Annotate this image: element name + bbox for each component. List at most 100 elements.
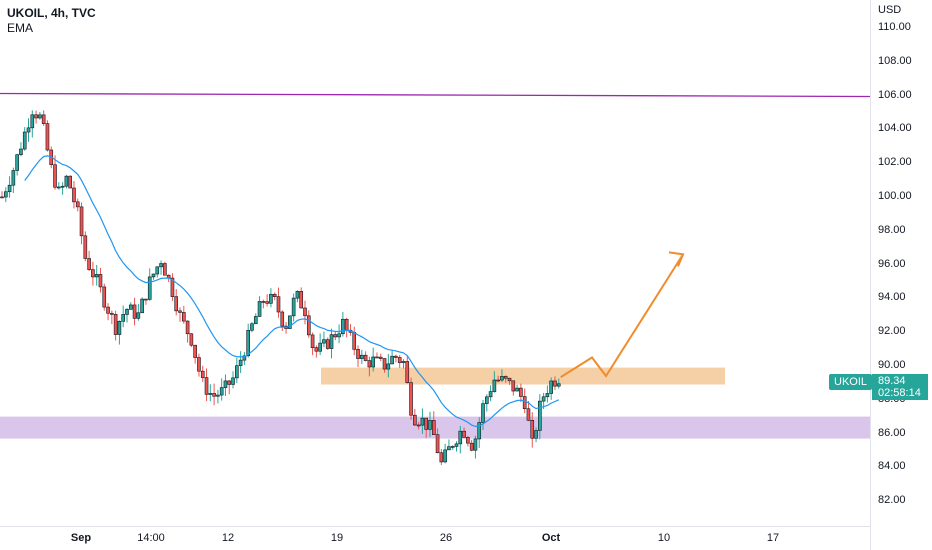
candle-down (178, 310, 182, 313)
candle-down (405, 361, 410, 383)
candle-down (503, 376, 508, 379)
candle-down (265, 301, 269, 304)
candle-up (147, 276, 152, 300)
candle-up (538, 400, 542, 431)
candle-up (322, 339, 326, 344)
candle-down (462, 430, 466, 438)
time-tick: Sep (70, 532, 92, 544)
candle-down (530, 420, 535, 439)
time-tick: 14:00 (137, 532, 165, 544)
candle-up (329, 334, 334, 349)
candle-up (60, 185, 65, 188)
candle-down (174, 296, 179, 312)
candle-down (280, 311, 285, 327)
candle-up (515, 387, 519, 392)
price-tick: 86.00 (878, 426, 906, 439)
candle-up (549, 380, 553, 394)
price-tick: 92.00 (878, 325, 906, 338)
symbol-badge: UKOIL (829, 374, 873, 390)
candle-up (159, 263, 163, 268)
candle-down (276, 296, 281, 313)
price-tick: 108.00 (878, 54, 912, 67)
candle-down (344, 318, 349, 331)
candle-up (492, 379, 497, 392)
candle-up (216, 394, 220, 397)
candle-down (431, 420, 436, 435)
price-tick: 82.00 (878, 494, 906, 507)
candle-down (200, 370, 205, 378)
candle-down (522, 396, 527, 410)
candle-up (420, 417, 425, 426)
candle-down (189, 333, 194, 346)
candle-down (53, 164, 57, 188)
candle-up (390, 355, 394, 365)
price-tick: 104.00 (878, 122, 912, 135)
candle-down (227, 380, 232, 385)
price-tick: 102.00 (878, 156, 912, 169)
candle-up (318, 342, 322, 352)
candle-down (375, 356, 379, 359)
candle-up (450, 446, 455, 448)
candle-up (30, 114, 35, 129)
ema-line (24, 155, 560, 428)
candle-down (466, 437, 470, 444)
candle-down (325, 339, 330, 349)
time-axis[interactable] (0, 526, 870, 550)
candle-down (382, 358, 387, 370)
candle-up (477, 422, 482, 440)
candle-up (401, 361, 406, 363)
candle-up (386, 363, 391, 370)
candle-down (83, 235, 88, 259)
candle-up (38, 114, 42, 119)
candle-down (519, 387, 523, 397)
candle-up (500, 376, 504, 381)
candle-up (94, 274, 99, 278)
candle-down (170, 277, 175, 297)
candle-down (75, 201, 80, 208)
symbol-title[interactable]: UKOIL, 4h, TVC (7, 6, 96, 20)
candle-up (117, 320, 122, 335)
candle-down (34, 114, 38, 119)
candle-down (469, 442, 474, 451)
candle-up (443, 449, 447, 463)
candle-up (253, 316, 258, 325)
candle-down (185, 320, 190, 335)
candle-up (484, 396, 489, 404)
candle-down (299, 291, 304, 309)
candles (0, 110, 561, 465)
time-tick: 26 (439, 532, 453, 544)
candle-up (458, 430, 463, 445)
candle-up (295, 291, 300, 299)
candle-up (481, 403, 485, 423)
price-axis-unit: USD (878, 4, 902, 16)
candle-up (291, 297, 296, 317)
candle-down (163, 263, 167, 276)
candle-up (155, 266, 160, 275)
candle-down (363, 354, 368, 361)
price-tick: 94.00 (878, 291, 906, 304)
candle-up (337, 333, 341, 338)
candle-up (447, 446, 451, 451)
candle-down (193, 344, 197, 358)
candle-up (22, 131, 27, 150)
price-axis[interactable] (870, 0, 932, 550)
projection-arrow (560, 253, 684, 378)
candle-up (341, 318, 345, 335)
candle-down (91, 269, 95, 278)
candle-down (132, 304, 137, 319)
candle-up (360, 354, 364, 359)
candle-down (310, 334, 315, 348)
candle-up (545, 393, 550, 398)
candle-down (409, 382, 413, 416)
candle-up (534, 430, 538, 439)
candle-down (204, 377, 209, 395)
chart-legend[interactable]: UKOIL, 4h, TVC EMA (7, 6, 96, 36)
indicator-label[interactable]: EMA (7, 21, 34, 35)
time-tick: 12 (221, 532, 235, 544)
price-tick: 100.00 (878, 189, 912, 202)
candle-down (378, 356, 383, 359)
chart-area[interactable] (0, 0, 871, 526)
chart-canvas[interactable] (0, 0, 871, 526)
candle-down (197, 357, 201, 372)
candle-up (238, 359, 243, 367)
